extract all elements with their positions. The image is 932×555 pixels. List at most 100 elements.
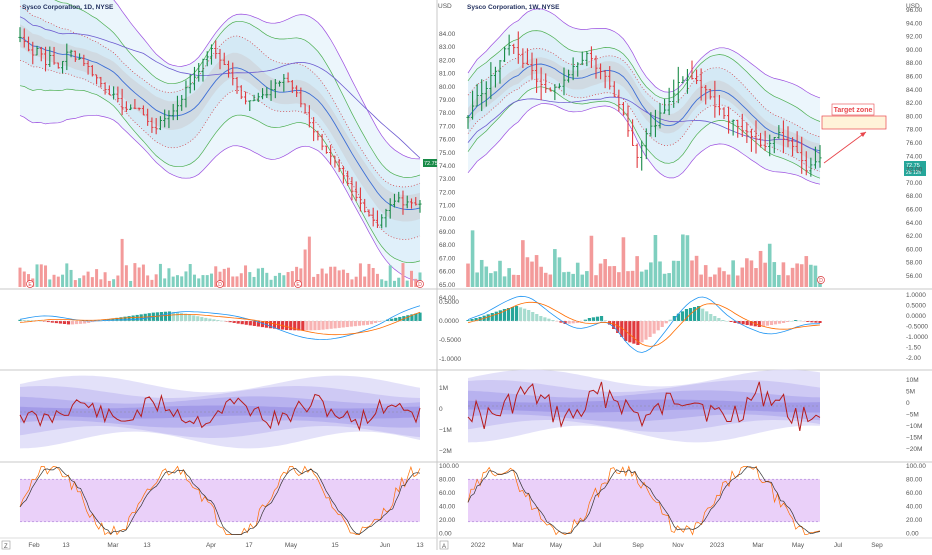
volume-bar	[617, 272, 621, 287]
right-y-tick-label: 80.00	[906, 113, 923, 120]
z-settings-icon[interactable]: Z	[1, 540, 11, 550]
volume-bar	[676, 260, 681, 287]
macd-histogram-bar	[603, 320, 608, 321]
volume-bar	[218, 271, 222, 287]
macd-histogram-bar	[729, 321, 733, 322]
daily-macd-pane	[18, 305, 422, 341]
weekly-volume-flow-tick: −10M	[906, 423, 922, 430]
volume-bar	[658, 261, 662, 287]
macd-histogram-bar	[781, 321, 786, 323]
volume-bar	[575, 262, 580, 287]
macd-histogram-bar	[518, 307, 523, 321]
right-y-tick-label: 82.00	[906, 100, 923, 107]
daily-x-tick-label: Apr	[206, 542, 217, 549]
volume-bar	[188, 264, 192, 287]
macd-histogram-bar	[248, 321, 252, 326]
macd-histogram-bar	[163, 311, 168, 321]
volume-bar	[95, 269, 99, 287]
left-y-tick-label: 78.00	[439, 110, 456, 117]
volume-bar	[227, 267, 231, 287]
daily-x-tick-label: 17	[245, 542, 253, 549]
volume-bar	[397, 277, 401, 287]
volume-bar	[414, 278, 418, 287]
weekly-volume-flow-tick: −20M	[906, 446, 922, 453]
macd-histogram-bar	[159, 312, 164, 321]
volume-bar	[239, 273, 243, 287]
macd-histogram-bar	[692, 307, 697, 321]
macd-histogram-bar	[644, 321, 648, 340]
macd-histogram-bar	[244, 321, 248, 325]
a-settings-icon[interactable]: A	[439, 540, 449, 550]
macd-histogram-bar	[175, 312, 180, 321]
slow-moving-average-line	[19, 16, 421, 159]
weekly-price-tag: 72.75 2d 12h	[904, 161, 926, 176]
volume-bar	[282, 275, 286, 287]
volume-bar	[324, 273, 328, 287]
volume-bar	[171, 276, 175, 287]
stochastic-band	[20, 479, 420, 522]
macd-histogram-bar	[709, 314, 713, 321]
volume-bar	[790, 267, 795, 287]
weekly-price-pane: D	[466, 8, 825, 287]
daily-volume-flow-tick: −1M	[439, 427, 452, 434]
band-line-upper-1	[467, 30, 821, 122]
volume-bar	[295, 266, 299, 287]
band-line-lower-0	[467, 103, 821, 185]
macd-histogram-bar	[289, 321, 293, 331]
macd-histogram-bar	[285, 321, 289, 330]
macd-histogram-bar	[357, 321, 361, 326]
moving-average-line	[467, 63, 821, 152]
weekly-stochastic-pane: 100.00 80.00 60.00 40.00 20.00 0.00	[467, 463, 926, 538]
weekly-stochastic-tick: 0.00	[906, 531, 919, 538]
macd-histogram-bar	[810, 321, 814, 323]
macd-histogram-bar	[802, 321, 806, 322]
weekly-volume-flow-tick: −5M	[906, 412, 919, 419]
volume-bar	[681, 234, 685, 287]
macd-histogram-bar	[406, 315, 410, 321]
target-zone-annotation: Target zone	[821, 103, 887, 164]
macd-histogram-bar	[418, 312, 422, 321]
volume-bar	[316, 274, 320, 287]
macd-line	[19, 305, 421, 341]
volume-bar	[299, 268, 303, 287]
earnings-marker-label: D	[819, 278, 823, 284]
weekly-countdown-box	[904, 169, 926, 176]
volume-bar	[511, 274, 516, 287]
volume-bar	[384, 280, 388, 287]
macd-histogram-bar	[761, 321, 765, 327]
stochastic-k-line	[467, 465, 821, 536]
macd-histogram-bar	[713, 316, 717, 321]
volume-bar	[346, 272, 350, 287]
volume-bar	[388, 265, 392, 287]
macd-histogram-bar	[200, 317, 204, 321]
macd-histogram-bar	[599, 316, 604, 321]
volume-bar	[69, 269, 73, 287]
macd-histogram-bar	[470, 319, 474, 321]
volume-bar	[758, 250, 763, 287]
macd-histogram-bar	[297, 321, 301, 331]
macd-histogram-bar	[531, 312, 535, 321]
macd-histogram-bar	[591, 317, 596, 321]
volume-bar	[201, 275, 205, 287]
left-y-tick-label: 65.00	[439, 282, 456, 289]
macd-histogram-bar	[272, 321, 277, 329]
weekly-volume-flow-tick: 5M	[906, 389, 915, 396]
volume-bar	[502, 276, 507, 287]
left-y-tick-label: 73.00	[439, 176, 456, 183]
volume-bar	[685, 235, 690, 287]
macd-histogram-bar	[46, 321, 50, 323]
volume-bar	[763, 262, 767, 287]
target-zone-box	[821, 115, 887, 130]
macd-histogram-bar	[583, 319, 587, 321]
volume-bar	[418, 272, 422, 287]
macd-histogram-bar	[208, 318, 212, 321]
macd-signal-line	[467, 301, 821, 347]
macd-histogram-bar	[70, 321, 75, 325]
weekly-price-tag-box	[904, 161, 926, 169]
volume-bar	[566, 271, 571, 287]
volume-bar	[484, 266, 489, 287]
band-line-upper-0	[113, 0, 421, 160]
macd-histogram-bar	[220, 320, 224, 322]
volume-bar	[589, 235, 594, 287]
